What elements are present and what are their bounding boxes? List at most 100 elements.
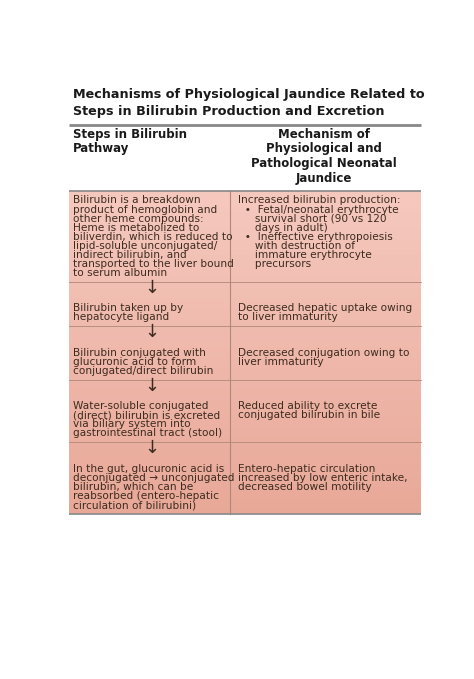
Bar [69,314,421,320]
Text: immature erythrocyte: immature erythrocyte [238,250,372,260]
Bar [69,395,421,401]
Text: Decreased hepatic uptake owing: Decreased hepatic uptake owing [238,304,412,314]
Text: liver immaturity: liver immaturity [238,357,323,367]
Text: Entero-hepatic circulation: Entero-hepatic circulation [238,464,375,474]
Bar [69,465,421,471]
Bar [69,277,421,282]
Bar [69,492,421,498]
Bar [69,411,421,417]
Text: transported to the liver bound: transported to the liver bound [73,259,234,269]
Bar [69,363,421,369]
Bar [69,347,421,352]
Text: Decreased conjugation owing to: Decreased conjugation owing to [238,348,410,358]
Bar [69,282,421,288]
Text: gastrointestinal tract (stool): gastrointestinal tract (stool) [73,428,222,439]
Bar [69,299,421,304]
Bar [69,476,421,481]
Bar [69,401,421,406]
Text: to liver immaturity: to liver immaturity [238,312,337,323]
Bar [69,309,421,314]
Bar [69,471,421,476]
Bar [69,223,421,229]
Text: Reduced ability to excrete: Reduced ability to excrete [238,401,377,411]
Bar [69,487,421,492]
Text: Heme is metabolized to: Heme is metabolized to [73,223,200,233]
Bar [69,202,421,207]
Text: bilirubin, which can be: bilirubin, which can be [73,482,193,492]
Text: survival short (90 vs 120: survival short (90 vs 120 [238,214,386,223]
Bar [69,454,421,460]
Bar [69,444,421,449]
Bar [69,509,421,514]
Bar [69,234,421,239]
Bar [69,336,421,342]
Text: conjugated bilirubin in bile: conjugated bilirubin in bile [238,410,380,420]
Text: Bilirubin conjugated with: Bilirubin conjugated with [73,348,206,358]
Text: conjugated/direct bilirubin: conjugated/direct bilirubin [73,366,214,376]
Text: Increased bilirubin production:: Increased bilirubin production: [238,196,401,206]
Bar [69,325,421,331]
Text: to serum albumin: to serum albumin [73,268,167,278]
Text: ↓: ↓ [144,377,159,394]
Text: deconjugated → unconjugated: deconjugated → unconjugated [73,473,235,483]
Text: Mechanisms of Physiological Jaundice Related to: Mechanisms of Physiological Jaundice Rel… [73,88,425,100]
Bar [69,288,421,293]
Text: Bilirubin is a breakdown: Bilirubin is a breakdown [73,196,201,206]
Text: biliverdin, which is reduced to: biliverdin, which is reduced to [73,232,233,242]
Text: hepatocyte ligand: hepatocyte ligand [73,312,169,323]
Text: indirect bilirubin, and: indirect bilirubin, and [73,250,187,260]
Bar [69,342,421,347]
Bar [69,481,421,487]
Bar [69,331,421,336]
Bar [69,207,421,213]
Text: glucuronic acid to form: glucuronic acid to form [73,357,196,367]
Text: Mechanism of: Mechanism of [278,128,370,141]
Text: via biliary system into: via biliary system into [73,420,191,429]
Bar [69,244,421,250]
Text: ↓: ↓ [144,439,159,457]
Bar [69,428,421,433]
Bar [69,406,421,411]
Bar [69,358,421,363]
Text: ↓: ↓ [144,279,159,297]
Text: decreased bowel motility: decreased bowel motility [238,482,372,492]
Bar [69,449,421,454]
Text: product of hemoglobin and: product of hemoglobin and [73,204,218,215]
Bar [69,261,421,266]
Text: Bilirubin taken up by: Bilirubin taken up by [73,304,183,314]
Text: days in adult): days in adult) [238,223,328,233]
Text: with destruction of: with destruction of [238,241,355,251]
Bar [69,379,421,384]
Bar [69,218,421,223]
Text: Pathway: Pathway [73,143,129,155]
Bar [69,239,421,244]
Text: reabsorbed (entero-hepatic: reabsorbed (entero-hepatic [73,491,219,501]
Text: lipid-soluble unconjugated/: lipid-soluble unconjugated/ [73,241,218,251]
Bar [69,460,421,465]
Text: Water-soluble conjugated: Water-soluble conjugated [73,401,209,411]
Bar [69,320,421,325]
Bar [69,196,421,202]
Bar [69,422,421,428]
Text: increased by low enteric intake,: increased by low enteric intake, [238,473,407,483]
Text: Physiological and: Physiological and [266,143,382,155]
Bar [69,498,421,503]
Bar [69,266,421,272]
Text: other heme compounds:: other heme compounds: [73,214,204,223]
Bar [69,191,421,196]
Bar [69,250,421,255]
Bar [69,229,421,234]
Bar [69,352,421,358]
Bar [69,213,421,218]
Text: (direct) bilirubin is excreted: (direct) bilirubin is excreted [73,410,220,420]
Text: circulation of bilirubini): circulation of bilirubini) [73,500,196,510]
Bar [69,374,421,379]
Bar [69,384,421,390]
Bar [69,390,421,395]
Bar [69,417,421,422]
Text: precursors: precursors [238,259,311,269]
Text: Jaundice: Jaundice [295,172,352,185]
Bar [69,439,421,444]
Text: Steps in Bilirubin Production and Excretion: Steps in Bilirubin Production and Excret… [73,105,385,117]
Text: •  Fetal/neonatal erythrocyte: • Fetal/neonatal erythrocyte [238,204,399,215]
